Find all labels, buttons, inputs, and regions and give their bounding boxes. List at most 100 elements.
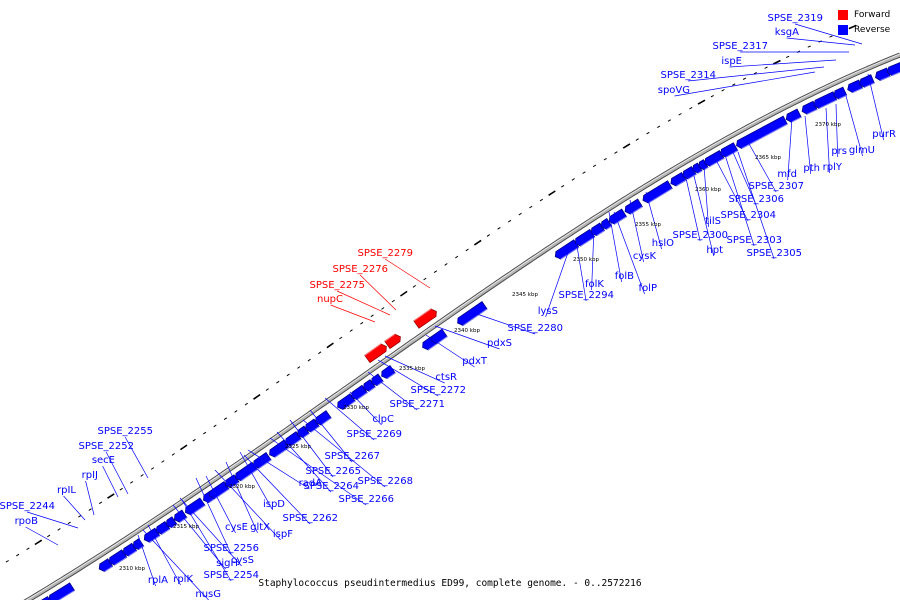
label-leader-line (142, 529, 209, 600)
kbp-label: 2325 kbp (285, 444, 311, 450)
label-leader-line (545, 243, 572, 318)
reverse-gene (813, 91, 838, 109)
gene-label: SPSE_2271 (390, 399, 446, 410)
tick-mark (635, 138, 639, 141)
gene-highlight (580, 236, 595, 247)
gene-label: secE (92, 455, 115, 466)
gene-highlight (560, 246, 580, 260)
legend-reverse: Reverse (838, 24, 900, 38)
gene-label: gltX (250, 522, 270, 533)
tick-mark (140, 474, 144, 477)
tick-mark (253, 393, 261, 400)
label-leader-line (102, 465, 119, 498)
label-leader-line (786, 37, 856, 46)
gene-features (41, 62, 900, 600)
gene-label: SPSE_2255 (98, 426, 154, 437)
forward-gene (384, 333, 401, 350)
tick-mark (646, 131, 650, 135)
gene-label: SPSE_2269 (347, 429, 403, 440)
kbp-scale-labels: 2310 kbp 2315 kbp 2320 kbp 2325 kbp 2330 kbp… (119, 122, 841, 572)
label-leader-line (674, 71, 816, 97)
label-leader-line (349, 391, 382, 426)
gene-label: SPSE_2276 (333, 264, 389, 275)
tick-mark (213, 424, 217, 428)
label-leader-line (330, 304, 376, 323)
tick-mark (657, 125, 661, 129)
label-leader-line (63, 495, 86, 521)
tick-mark (391, 299, 395, 303)
gene-label: SPSE_2319 (768, 13, 824, 24)
gene-label: folB (615, 271, 634, 282)
label-leader-line (693, 175, 715, 257)
reverse-gene (184, 497, 206, 516)
legend-reverse-label: Reverse (854, 25, 891, 35)
label-leader-line (867, 73, 884, 141)
legend-forward-label: Forward (854, 10, 891, 20)
label-leader-line (85, 480, 95, 516)
label-leader-line (804, 115, 812, 175)
gene-highlight (891, 71, 900, 76)
reverse-gene (48, 582, 76, 600)
gene-label: rplA (148, 575, 168, 586)
gene-highlight (258, 459, 272, 469)
label-leader-line (608, 211, 622, 283)
gene-highlight (104, 565, 113, 573)
label-leader-line (269, 437, 367, 506)
gene-label: rplK (173, 574, 193, 585)
label-leader-line (688, 66, 825, 82)
reverse-gene (41, 595, 51, 600)
forward-gene (364, 343, 387, 364)
gene-label: SPSE_2300 (673, 230, 729, 241)
gene-highlight (58, 590, 75, 600)
tick-mark (223, 417, 228, 421)
gene-label: SPSE_2252 (79, 441, 135, 452)
reverse-gene (253, 452, 272, 469)
gene-highlight (852, 87, 863, 94)
gene-label: purR (872, 129, 896, 140)
gene-label: spoVG (658, 85, 690, 96)
label-leader-line (26, 511, 79, 529)
gene-label: glmU (849, 145, 875, 156)
gene-label: SPSE_2264 (304, 481, 360, 492)
label-leader-line (835, 103, 839, 158)
tick-mark (203, 431, 207, 435)
tick-mark (667, 119, 671, 122)
gene-highlight (149, 535, 161, 543)
tick-mark (88, 508, 92, 511)
reverse-gene (624, 198, 643, 215)
label-leader-line (359, 274, 397, 311)
label-leader-line (729, 59, 837, 68)
tick-mark (326, 342, 334, 349)
gene-label: SPSE_2279 (358, 248, 414, 259)
tick-mark (412, 284, 416, 288)
label-leader-line (181, 499, 232, 582)
kbp-label: 2355 kbp (635, 222, 661, 228)
kbp-label: 2370 kbp (815, 122, 841, 128)
tick-mark (179, 444, 188, 451)
gene-label: SPSE_2317 (713, 41, 769, 52)
label-leader-line (367, 371, 418, 411)
gene-label: ispF (273, 529, 293, 540)
label-leader-line (302, 419, 386, 488)
tick-mark (234, 410, 238, 413)
reverse-swatch (838, 25, 848, 35)
gene-label: SPSE_2305 (747, 248, 803, 259)
gene-highlight (290, 438, 302, 447)
gene-highlight (703, 167, 709, 171)
gene-highlight (725, 150, 739, 158)
gene-highlight (436, 336, 448, 345)
label-leader-line (794, 23, 863, 45)
gene-highlight (614, 216, 627, 225)
label-leaders (25, 23, 884, 600)
gene-label: SPSE_2262 (283, 513, 339, 524)
gene-label: ispE (721, 56, 742, 67)
label-leader-line (737, 151, 775, 260)
tick-mark (47, 534, 51, 538)
reverse-gene (457, 301, 488, 326)
gene-highlight (214, 488, 230, 500)
tick-mark (433, 270, 438, 274)
label-leader-line (25, 526, 59, 546)
tick-mark (370, 314, 374, 318)
gene-highlight (606, 225, 612, 230)
